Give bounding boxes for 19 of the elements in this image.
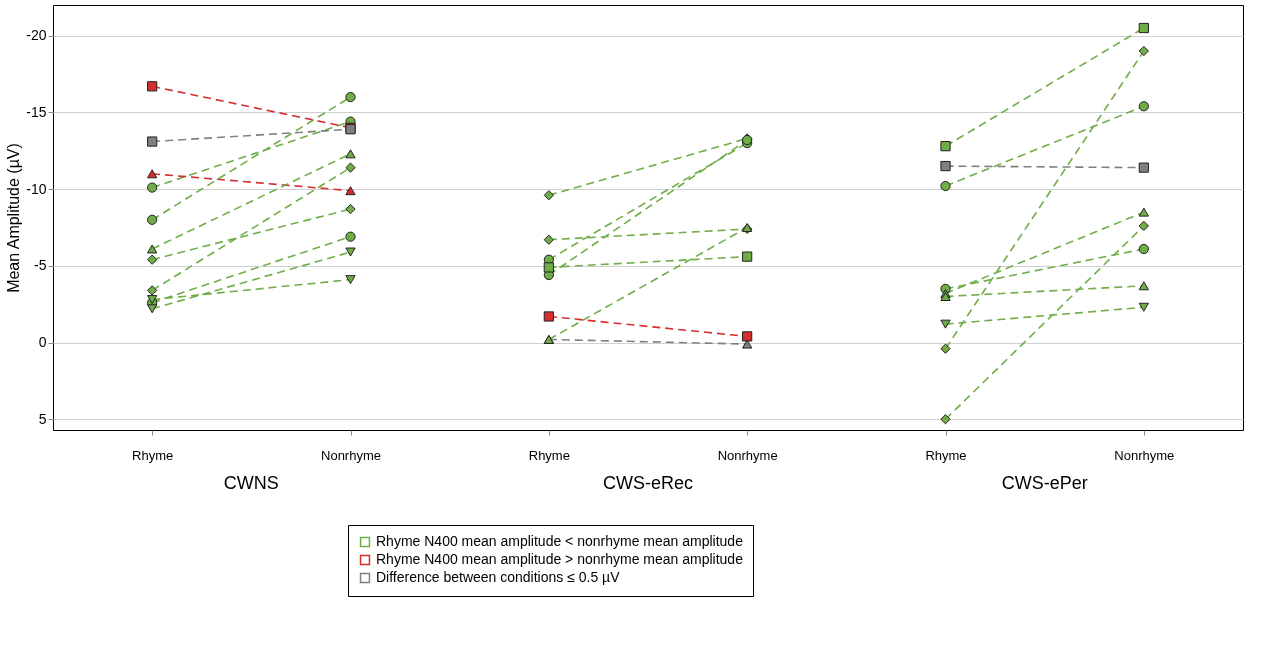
x-tick-label: Nonrhyme bbox=[717, 447, 778, 463]
text: CWS-ePer bbox=[1001, 473, 1088, 493]
x-tick-label: Nonrhyme bbox=[1114, 447, 1175, 463]
y-tick-label: 0 bbox=[38, 334, 47, 351]
y-tick-label: -15 bbox=[26, 103, 47, 120]
x-tick-label: Rhyme bbox=[132, 447, 174, 463]
y-tick-label: -10 bbox=[26, 180, 47, 197]
y-tick-label: 5 bbox=[38, 410, 47, 427]
x-tick-label: Rhyme bbox=[925, 447, 967, 463]
legend-label: Rhyme N400 mean amplitude > nonrhyme mean amplitude bbox=[376, 551, 744, 567]
legend-label: Difference between conditions ≤ 0.5 µV bbox=[376, 569, 621, 585]
y-tick-label: -5 bbox=[34, 257, 47, 274]
y-axis-title: Mean Amplitude (µV) bbox=[5, 143, 23, 293]
x-tick-label: Nonrhyme bbox=[321, 447, 381, 463]
y-tick-label: -20 bbox=[26, 27, 47, 44]
text: CWNS bbox=[223, 473, 279, 493]
text: CWS-eRec bbox=[602, 473, 694, 493]
x-tick-label: Rhyme bbox=[528, 447, 570, 463]
legend-label: Rhyme N400 mean amplitude < nonrhyme mean amplitude bbox=[376, 533, 744, 549]
